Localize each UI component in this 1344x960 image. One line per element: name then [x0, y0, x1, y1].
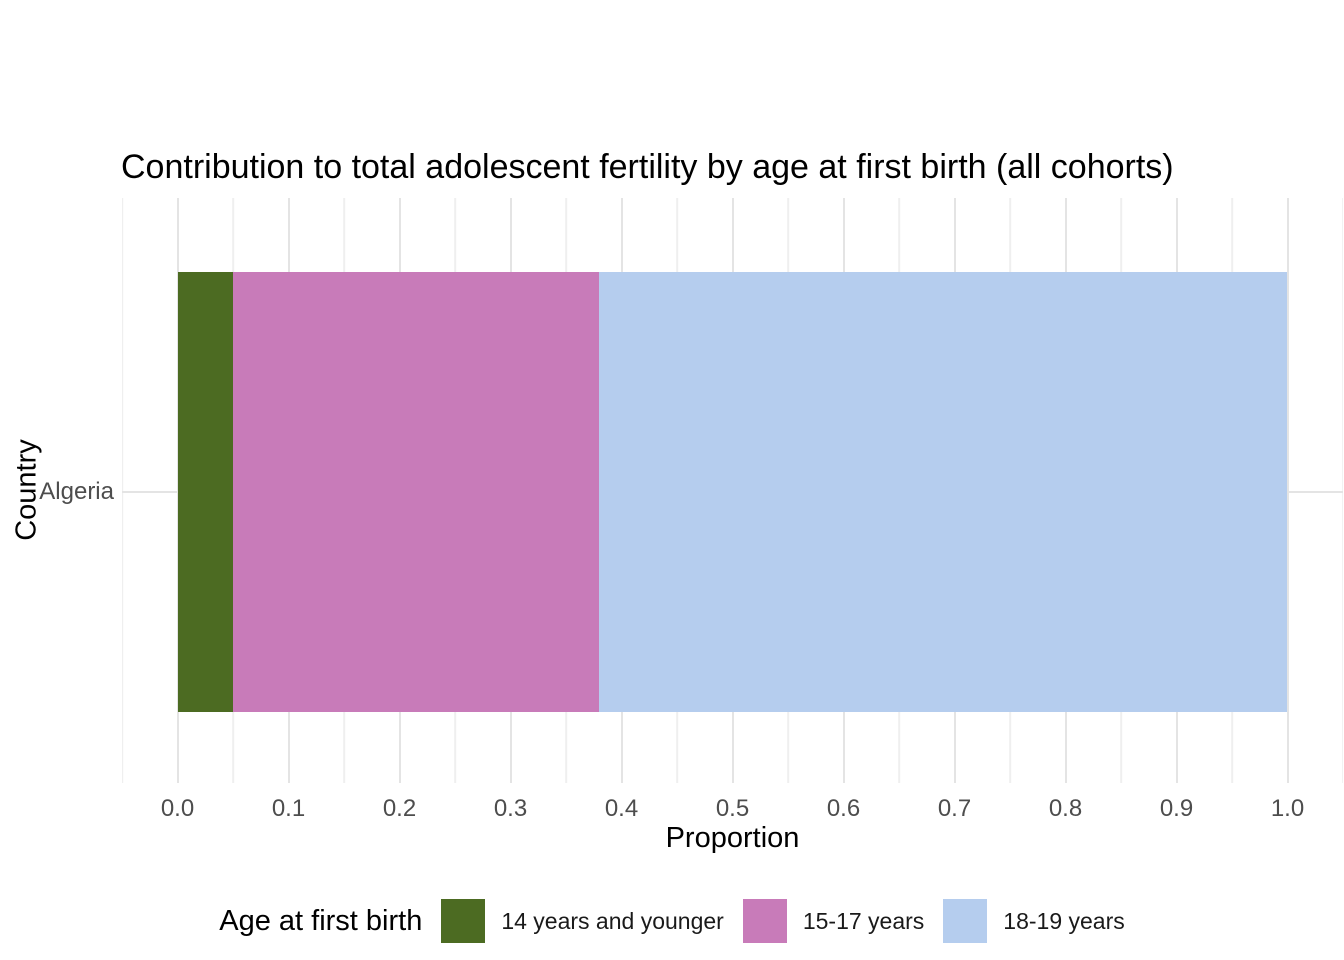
- x-tick-label-0.1: 0.1: [271, 795, 306, 822]
- stacked-bar-algeria: [177, 272, 1288, 712]
- bar-segment-15-17-years: [233, 272, 600, 712]
- x-tick-label-1.0: 1.0: [1270, 795, 1305, 822]
- minor-gridline: [1342, 198, 1343, 783]
- legend-swatch-icon: [943, 899, 988, 943]
- y-axis-tick-label: Algeria: [39, 478, 114, 505]
- legend-item-18-19-years: 18-19 years: [943, 899, 1125, 943]
- x-tick-label-0.5: 0.5: [715, 795, 750, 822]
- legend-swatch-icon: [441, 899, 486, 943]
- x-tick-label-0.3: 0.3: [493, 795, 528, 822]
- legend-label: 18-19 years: [1003, 907, 1125, 934]
- legend-item-14-years-and-younger: 14 years and younger: [441, 899, 724, 943]
- x-tick-label-0.9: 0.9: [1159, 795, 1194, 822]
- chart-title: Contribution to total adolescent fertili…: [121, 148, 1174, 186]
- major-gridline: [1286, 198, 1289, 783]
- minor-gridline: [122, 198, 123, 783]
- x-tick-label-0.6: 0.6: [826, 795, 861, 822]
- legend-item-15-17-years: 15-17 years: [742, 899, 925, 943]
- y-axis-title: Country: [10, 439, 43, 541]
- legend-label: 15-17 years: [802, 907, 925, 934]
- x-tick-label-0.4: 0.4: [604, 795, 639, 822]
- bar-segment-14-years-and-younger: [177, 272, 233, 712]
- legend-label: 14 years and younger: [501, 907, 724, 934]
- legend: Age at first birth 14 years and younger 1…: [0, 897, 1344, 945]
- x-tick-label-0.0: 0.0: [160, 795, 195, 822]
- x-tick-label-0.8: 0.8: [1048, 795, 1083, 822]
- x-tick-label-0.7: 0.7: [937, 795, 972, 822]
- bar-segment-18-19-years: [599, 272, 1288, 712]
- x-tick-label-0.2: 0.2: [382, 795, 417, 822]
- plot-panel: [122, 198, 1343, 783]
- x-axis-title: Proportion: [665, 822, 800, 854]
- legend-swatch-icon: [742, 899, 787, 943]
- legend-title: Age at first birth: [219, 904, 423, 937]
